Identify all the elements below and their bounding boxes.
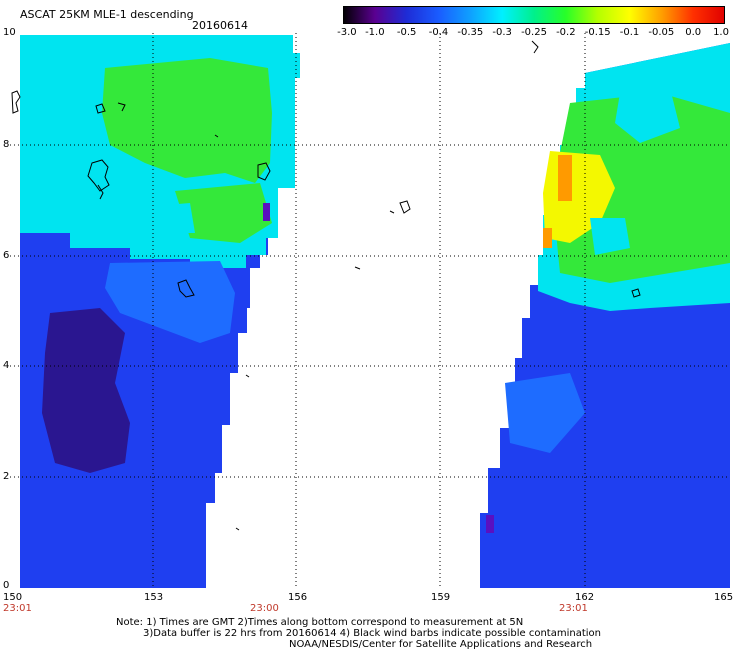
x-tick-label-162: 162 (575, 592, 595, 603)
left-swath-deep (42, 308, 130, 473)
color-scale-label: -3.0 (337, 27, 357, 38)
right-swath-orange (558, 155, 572, 201)
color-scale-border (343, 6, 725, 24)
color-scale-label: -0.3 (492, 27, 512, 38)
right-swath-purple-spot (486, 515, 494, 533)
x-tick-label-165: 165 (714, 592, 734, 603)
left-swath (20, 35, 300, 588)
color-scale-label: -0.35 (457, 27, 484, 38)
color-scale-label: -0.15 (584, 27, 611, 38)
color-scale-label: -1.0 (365, 27, 385, 38)
color-scale-label: 0.0 (685, 27, 702, 38)
product-title: ASCAT 25KM MLE-1 descending (20, 8, 194, 21)
color-scale-label: -0.2 (556, 27, 576, 38)
left-swath-green-2 (175, 183, 272, 243)
time-label-center: 23:00 (250, 603, 279, 614)
x-tick-label-156: 156 (288, 592, 308, 603)
color-scale-label: -0.4 (428, 27, 449, 38)
color-scale-gradient (343, 6, 725, 24)
y-tick-label-6: 6 (3, 250, 10, 261)
right-swath-cyan-patch (615, 88, 680, 143)
left-swath-purple-spot (263, 203, 270, 221)
color-scale-label: -0.25 (521, 27, 547, 38)
right-swath (480, 43, 730, 588)
x-tick-label-150: 150 (3, 592, 23, 603)
right-swath-cyan-patch-2 (590, 218, 630, 255)
wind-map (10, 33, 730, 588)
right-swath-deep-patch (505, 373, 585, 453)
color-scale-label: 1.0 (713, 27, 729, 38)
y-tick-label-4: 4 (3, 360, 10, 371)
color-scale-label: -0.5 (396, 27, 417, 38)
left-swath-green (102, 58, 272, 183)
left-swath-mid-blue (105, 261, 235, 343)
y-tick-label-8: 8 (3, 139, 10, 150)
y-tick-label-10: 10 (3, 27, 16, 38)
note-line-3: NOAA/NESDIS/Center for Satellite Applica… (289, 639, 593, 650)
color-scale-label: -0.1 (619, 27, 640, 38)
left-swath-green-3 (130, 203, 195, 233)
grid-lines (10, 33, 730, 588)
coastlines (11, 40, 641, 531)
y-tick-label-2: 2 (3, 471, 10, 482)
product-date: 20160614 (192, 19, 248, 32)
x-tick-label-159: 159 (431, 592, 451, 603)
color-scale-label: -0.05 (648, 27, 675, 38)
note-line-1: Note: 1) Times are GMT 2)Times along bot… (116, 617, 524, 628)
time-label-left: 23:01 (3, 603, 32, 614)
color-scale-bar (343, 6, 725, 24)
time-label-right: 23:01 (559, 603, 588, 614)
x-tick-label-153: 153 (144, 592, 164, 603)
note-line-2: 3)Data buffer is 22 hrs from 20160614 4)… (143, 628, 601, 639)
y-tick-label-0: 0 (3, 580, 10, 591)
right-swath-orange-2 (543, 228, 552, 248)
